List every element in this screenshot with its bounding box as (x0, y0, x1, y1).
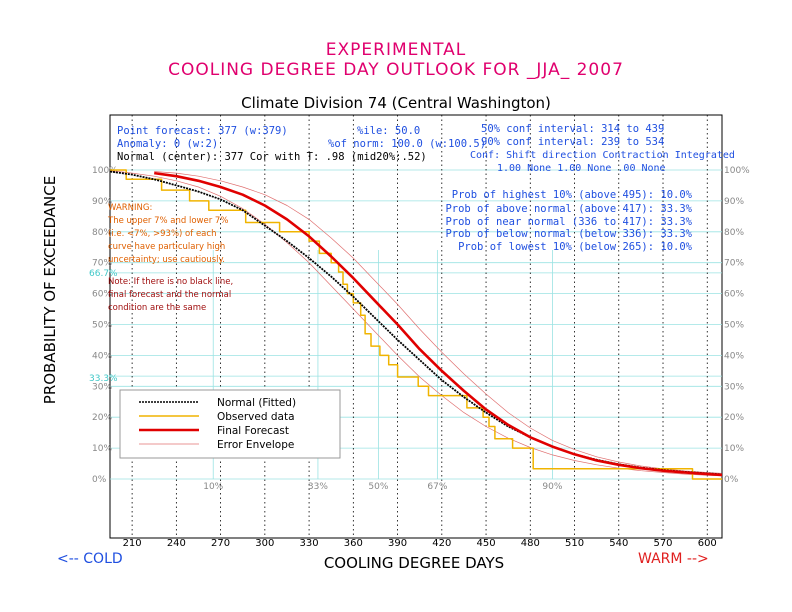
conf-values-text: 1.00 None 1.00 None .00 None (497, 163, 666, 174)
y-tick-label-left-40: 40% (92, 351, 112, 361)
x-tick-label-270: 270 (211, 538, 230, 549)
y-tick-label-right-10: 10% (724, 444, 744, 454)
left-label-333: 33.3% (89, 374, 118, 384)
plot-frame (109, 114, 723, 539)
y-tick-label-left-100: 100% (92, 166, 118, 176)
y-tick-label-right-60: 60% (724, 290, 744, 300)
percentile-text: %ile: 50.0 (357, 125, 420, 137)
x-tick-label-210: 210 (123, 538, 142, 549)
y-tick-labels: 0% 0% 10% 10% 20% 20% 30% 30% 40% 40% 50% 50% 60% 60%… (92, 166, 750, 485)
note-block: Note: If there is no black line, final f… (108, 277, 233, 313)
y-axis-label: PROBABILITY OF EXCEEDANCE (41, 176, 59, 404)
warm-label: WARM --> (638, 551, 709, 567)
y-tick-label-left-70: 70% (92, 259, 112, 269)
y-tick-label-right-40: 40% (724, 351, 744, 361)
warning-line-2: The upper 7% and lower 7% (107, 216, 228, 226)
y-tick-label-left-90: 90% (92, 197, 112, 207)
left-label-667: 66.7% (89, 269, 118, 279)
x-tick-label-480: 480 (521, 538, 540, 549)
warning-block: WARNING: The upper 7% and lower 7% (i.e.… (107, 203, 228, 265)
x-tick-label-450: 450 (477, 538, 496, 549)
warning-line-5: uncertainty; use cautiously. (108, 255, 225, 265)
grid-layer (110, 115, 722, 538)
x-tick-label-600: 600 (698, 538, 717, 549)
pct-of-norm-text: %of norm: 100.0 (w:100.5) (328, 138, 486, 150)
title-line-1: EXPERIMENTAL (326, 40, 467, 60)
x-tick-label-300: 300 (255, 538, 274, 549)
percentile-label-90%: 90% (542, 482, 562, 492)
prob-highest-10: Prob of highest 10% (above 495): 10.0% (452, 189, 693, 201)
y-tick-label-right-70: 70% (724, 259, 744, 269)
point-forecast-text: Point forecast: 377 (w:379) (117, 125, 288, 137)
y-tick-label-right-100: 100% (724, 166, 750, 176)
percentile-label-50%: 50% (368, 482, 388, 492)
chart-subtitle: Climate Division 74 (Central Washington) (241, 94, 551, 112)
legend-box (119, 389, 341, 459)
y-tick-label-right-90: 90% (724, 197, 744, 207)
x-tick-label-240: 240 (167, 538, 186, 549)
y-tick-label-left-30: 30% (92, 382, 112, 392)
y-tick-label-left-60: 60% (92, 290, 112, 300)
normal-center-text: Normal (center): 377 Cor with T: .98 (mi… (117, 151, 427, 163)
prob-below-normal: Prob of below normal (below 336): 33.3% (445, 228, 692, 240)
prob-near-normal: Prob of near normal (336 to 417): 33.3% (445, 216, 692, 228)
percentile-label-33%: 33% (308, 482, 328, 492)
legend-label-envelope: Error Envelope (217, 439, 294, 451)
y-tick-label-left-10: 10% (92, 444, 112, 454)
conf-interval-90-text: 90% conf interval: 239 to 534 (481, 136, 664, 148)
prob-lowest-10: Prob of lowest 10% (below 265): 10.0% (458, 241, 693, 253)
y-tick-label-left-50: 50% (92, 321, 112, 331)
percentile-label-10%: 10% (203, 482, 223, 492)
x-tick-label-390: 390 (388, 538, 407, 549)
note-line-2: final forecast and the normal (108, 290, 231, 300)
x-tick-label-330: 330 (300, 538, 319, 549)
y-tick-label-right-30: 30% (724, 382, 744, 392)
anomaly-text: Anomaly: 0 (w:2) (117, 138, 218, 150)
y-tick-label-right-20: 20% (724, 413, 744, 423)
warning-line-4: curve have particulary high (108, 242, 225, 252)
cold-label: <-- COLD (57, 551, 123, 567)
prob-above-normal: Prob of above normal (above 417): 33.3% (445, 203, 692, 215)
x-tick-labels: 210 240 270 300 330 360 390 420 450 480 510 540 570 6… (123, 538, 717, 549)
y-tick-label-right-50: 50% (724, 321, 744, 331)
conf-header-text: Conf: Shift direction Contraction Integr… (470, 150, 735, 161)
y-tick-label-right-80: 80% (724, 228, 744, 238)
y-tick-label-right-0: 0% (724, 475, 739, 485)
conf-interval-50-text: 50% conf interval: 314 to 439 (481, 123, 664, 135)
x-tick-label-510: 510 (565, 538, 584, 549)
series-line-1 (110, 169, 722, 480)
y-tick-label-left-0: 0% (92, 475, 107, 485)
y-tick-label-left-20: 20% (92, 413, 112, 423)
warning-line-3: (i.e. <7%, >93%) of each (108, 229, 216, 239)
warning-line-1: WARNING: (108, 203, 152, 213)
note-line-3: condition are the same (108, 303, 206, 313)
legend-label-observed: Observed data (217, 411, 295, 423)
legend-label-normal: Normal (Fitted) (217, 397, 296, 409)
percentile-label-67%: 67% (427, 482, 447, 492)
series-line-3 (154, 171, 723, 474)
x-tick-label-420: 420 (432, 538, 451, 549)
x-tick-label-570: 570 (653, 538, 672, 549)
probability-block: Prob of highest 10% (above 495): 10.0% P… (445, 189, 692, 253)
series-line-2 (154, 171, 723, 477)
legend-label-forecast: Final Forecast (217, 425, 289, 437)
series-layer (109, 169, 723, 480)
info-block: Point forecast: 377 (w:379) Anomaly: 0 (… (117, 123, 735, 174)
legend: Normal (Fitted) Observed data Final Fore… (119, 389, 341, 459)
x-axis-label: COOLING DEGREE DAYS (324, 554, 504, 572)
x-tick-label-540: 540 (609, 538, 628, 549)
x-tick-label-360: 360 (344, 538, 363, 549)
title-line-2: COOLING DEGREE DAY OUTLOOK FOR _JJA_ 200… (168, 60, 624, 80)
y-tick-label-left-80: 80% (92, 228, 112, 238)
note-line-1: Note: If there is no black line, (108, 277, 233, 287)
